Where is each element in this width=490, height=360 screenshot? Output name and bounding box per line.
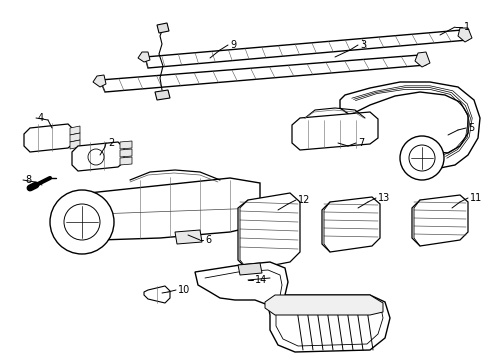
Polygon shape	[292, 112, 378, 150]
Text: 4: 4	[38, 113, 44, 123]
Polygon shape	[145, 30, 468, 68]
Polygon shape	[72, 142, 124, 171]
Circle shape	[400, 136, 444, 180]
Polygon shape	[265, 295, 383, 315]
Polygon shape	[70, 140, 80, 149]
Polygon shape	[70, 178, 260, 240]
Text: 7: 7	[358, 138, 364, 148]
Text: 11: 11	[470, 193, 482, 203]
Polygon shape	[144, 286, 170, 303]
Text: 9: 9	[230, 40, 236, 50]
Text: 3: 3	[360, 40, 366, 50]
Polygon shape	[120, 141, 132, 149]
Polygon shape	[70, 126, 80, 135]
Text: 2: 2	[108, 138, 114, 148]
Polygon shape	[70, 133, 80, 142]
Polygon shape	[120, 157, 132, 165]
Polygon shape	[238, 193, 300, 270]
Text: 14: 14	[255, 275, 267, 285]
Polygon shape	[157, 23, 169, 33]
Polygon shape	[322, 197, 380, 252]
Polygon shape	[238, 263, 262, 275]
Polygon shape	[120, 149, 132, 157]
Polygon shape	[138, 52, 150, 62]
Polygon shape	[24, 124, 74, 152]
Text: 13: 13	[378, 193, 390, 203]
Text: 10: 10	[178, 285, 190, 295]
Text: 6: 6	[205, 235, 211, 245]
Polygon shape	[100, 55, 426, 92]
Polygon shape	[340, 82, 480, 168]
Polygon shape	[415, 52, 430, 67]
Text: 8: 8	[25, 175, 31, 185]
Text: 5: 5	[468, 123, 474, 133]
Polygon shape	[458, 28, 472, 42]
Polygon shape	[175, 230, 202, 244]
Polygon shape	[155, 90, 170, 100]
Polygon shape	[412, 195, 468, 246]
Text: 12: 12	[298, 195, 310, 205]
Circle shape	[50, 190, 114, 254]
Polygon shape	[195, 262, 390, 352]
Text: 1: 1	[464, 22, 470, 32]
Polygon shape	[93, 75, 106, 87]
